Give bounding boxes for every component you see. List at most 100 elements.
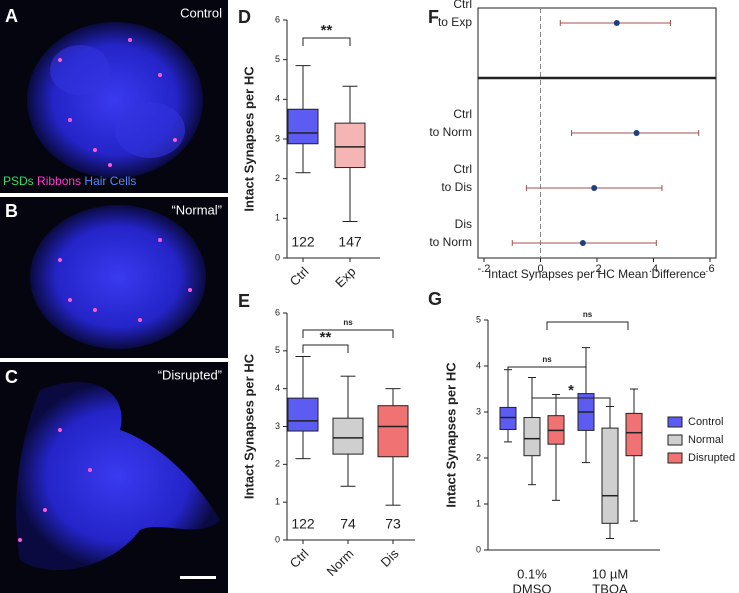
significance-label: **: [321, 22, 333, 39]
point-estimate: [591, 185, 598, 191]
x-tick-label: -.2: [478, 263, 491, 275]
y-tick-label: 1: [275, 497, 280, 507]
x-tick-label: Exp: [332, 264, 358, 290]
significance-bracket: [507, 366, 587, 375]
y-tick-label: 0: [476, 544, 481, 554]
y-tick-label: 1: [275, 213, 280, 223]
x-tick-label: Ctrl: [287, 264, 312, 289]
box: [287, 108, 319, 145]
significance-bracket: [546, 321, 629, 330]
panel-letter: G: [428, 289, 442, 309]
panel-letter: C: [5, 367, 18, 387]
box: [332, 417, 364, 455]
count-label: 73: [385, 516, 401, 532]
micrograph-b: [0, 197, 228, 358]
legend-swatch: [667, 452, 683, 464]
y-axis-label: Intact Synapses per HC: [443, 362, 458, 508]
point-estimate: [579, 240, 586, 246]
panel-letter: F: [428, 7, 439, 27]
y-tick-label: 2: [476, 452, 481, 462]
x-tick-label: .2: [592, 263, 601, 275]
count-label: 147: [338, 234, 362, 250]
x-tick-label: TBOA: [592, 581, 628, 593]
row-label: Ctrl: [453, 107, 472, 121]
significance-label: ns: [542, 355, 552, 364]
row-label: to Norm: [429, 125, 472, 139]
y-tick-label: 5: [275, 54, 280, 64]
y-tick-label: 0: [275, 252, 280, 262]
y-tick-label: 3: [275, 133, 280, 143]
y-tick-label: 4: [275, 94, 280, 104]
legend-hair-cells: Hair Cells: [84, 174, 136, 188]
point-estimate: [633, 130, 640, 136]
x-tick-label: 0: [537, 263, 543, 275]
micrograph-a: [0, 0, 228, 193]
legend-label: Control: [688, 416, 723, 428]
legend-swatch: [667, 434, 683, 446]
image-legend: PSDs Ribbons Hair Cells: [3, 174, 136, 188]
y-tick-label: 2: [275, 173, 280, 183]
image-label: “Disrupted”: [158, 367, 222, 382]
row-label: Ctrl: [453, 162, 472, 176]
panel-letter: B: [5, 201, 18, 221]
x-tick-label: .6: [705, 263, 714, 275]
panel-letter: E: [238, 291, 250, 311]
row-label: to Dis: [441, 180, 472, 194]
box: [601, 427, 619, 524]
micrograph-c: [0, 362, 228, 593]
x-tick-label: Ctrl: [287, 546, 312, 571]
row-label: Ctrl: [453, 0, 472, 11]
box: [334, 122, 366, 169]
x-tick-label: DMSO: [513, 581, 552, 593]
box: [287, 397, 319, 432]
count-label: 122: [291, 516, 315, 532]
significance-bracket: [531, 397, 611, 406]
y-axis-label: Intact Synapses per HC: [241, 66, 256, 212]
significance-label: **: [320, 329, 332, 346]
y-tick-label: 5: [476, 314, 481, 324]
row-label: to Norm: [429, 235, 472, 249]
point-estimate: [613, 20, 620, 26]
y-tick-label: 0: [275, 534, 280, 544]
y-tick-label: 3: [476, 406, 481, 416]
y-tick-label: 3: [275, 421, 280, 431]
count-label: 74: [340, 516, 356, 532]
image-label: Control: [180, 5, 222, 20]
panel-letter: D: [238, 7, 251, 27]
y-tick-label: 5: [275, 345, 280, 355]
legend-label: Normal: [688, 434, 723, 446]
box: [499, 406, 517, 430]
y-tick-label: 1: [476, 498, 481, 508]
box: [377, 405, 409, 458]
y-tick-label: 6: [275, 307, 280, 317]
legend-ribbons: Ribbons: [37, 174, 81, 188]
significance-bracket: [302, 344, 349, 353]
box: [625, 412, 643, 457]
y-tick-label: 4: [476, 360, 481, 370]
y-axis-label: Intact Synapses per HC: [241, 353, 256, 499]
x-tick-label: Norm: [323, 546, 356, 579]
row-label: Dis: [455, 217, 472, 231]
significance-label: ns: [583, 310, 593, 319]
x-tick-label: .4: [649, 263, 658, 275]
box: [523, 417, 541, 457]
significance-bracket: [302, 37, 351, 46]
y-tick-label: 6: [275, 14, 280, 24]
x-tick-label: Dis: [378, 546, 402, 570]
panel-letter: A: [5, 6, 18, 26]
significance-label: ns: [343, 318, 353, 327]
image-label: “Normal”: [171, 202, 222, 217]
legend-swatch: [667, 416, 683, 428]
y-tick-label: 2: [275, 459, 280, 469]
x-tick-label: 0.1%: [517, 566, 547, 581]
row-label: to Exp: [438, 15, 472, 29]
count-label: 122: [291, 234, 315, 250]
significance-label: *: [568, 382, 574, 399]
significance-bracket: [302, 329, 394, 338]
y-tick-label: 4: [275, 383, 280, 393]
x-axis-label: Intact Synapses per HC Mean Difference: [488, 267, 706, 281]
legend-label: Disrupted: [688, 452, 735, 464]
x-tick-label: 10 µM: [592, 566, 628, 581]
legend-psds: PSDs: [3, 174, 34, 188]
